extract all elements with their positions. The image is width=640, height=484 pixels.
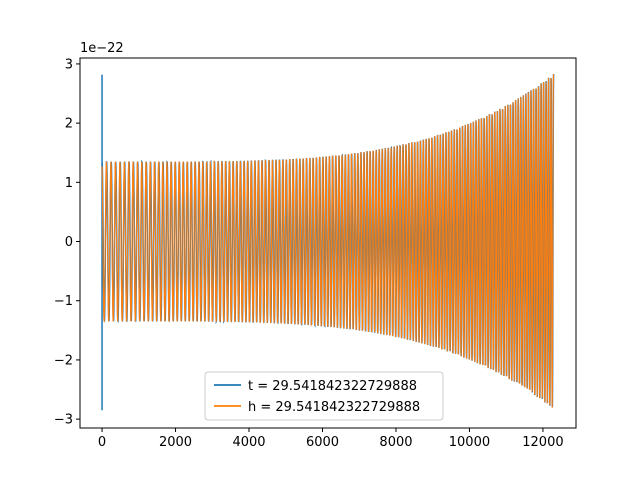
- series-line-1: [101, 74, 555, 408]
- y-tick-label: 3: [65, 57, 73, 72]
- legend-label-t: t = 29.541842322729888: [248, 379, 417, 394]
- x-tick-label: 12000: [522, 435, 563, 450]
- x-axis: 0 2000 4000 6000 8000 10000 12000: [98, 428, 564, 450]
- plot-frame: [79, 57, 577, 429]
- y-tick-label: 1: [65, 176, 73, 191]
- y-tick-label: 0: [65, 235, 73, 250]
- series-layer: [101, 73, 555, 411]
- x-tick-label: 4000: [232, 435, 265, 450]
- y-tick-label: −1: [54, 294, 73, 309]
- y-axis: −3 −2 −1 0 1 2 3: [54, 57, 80, 428]
- legend: t = 29.541842322729888 h = 29.5418423227…: [204, 371, 444, 421]
- x-tick-label: 8000: [379, 435, 412, 450]
- legend-frame: [204, 371, 444, 421]
- x-tick-label: 10000: [449, 435, 490, 450]
- x-tick-label: 6000: [306, 435, 339, 450]
- x-tick-label: 0: [98, 435, 106, 450]
- y-tick-label: −2: [54, 353, 73, 368]
- x-tick-label: 2000: [159, 435, 192, 450]
- y-offset-label: 1e−22: [80, 41, 124, 56]
- y-tick-label: 2: [65, 117, 73, 132]
- legend-label-h: h = 29.541842322729888: [248, 400, 420, 415]
- y-tick-label: −3: [54, 413, 73, 428]
